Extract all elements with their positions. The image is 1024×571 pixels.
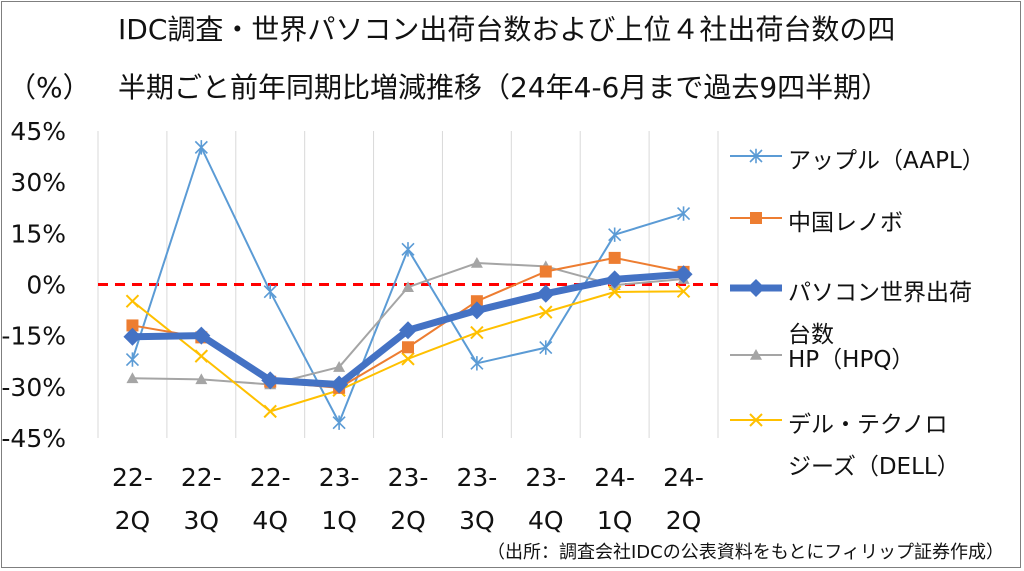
legend-entry-label: デル・テクノロ: [788, 412, 948, 438]
data-point: [605, 270, 624, 289]
data-point: [539, 265, 552, 278]
x-tick-label-line1: 22-: [112, 463, 153, 492]
y-tick-label: 0%: [26, 271, 66, 300]
data-point: [261, 371, 280, 390]
data-point: [607, 285, 622, 299]
y-unit-label: （%）: [8, 71, 91, 104]
data-point: [470, 325, 484, 340]
legend-key-5: [730, 413, 782, 427]
data-point: [399, 321, 417, 340]
data-point: [263, 284, 277, 299]
legend-key-4: [730, 349, 782, 360]
data-point: [608, 227, 622, 242]
legend-key-1: [730, 148, 782, 164]
legend-entry-label: 中国レノボ: [788, 210, 903, 236]
legend-entry-label: 台数: [788, 322, 834, 348]
data-point: [539, 305, 553, 319]
y-tick-label: 15%: [10, 219, 66, 248]
data-point: [676, 206, 691, 221]
data-point: [467, 301, 486, 320]
x-tick-label-line2: 1Q: [597, 506, 633, 535]
x-tick-label-line2: 4Q: [252, 506, 288, 535]
data-point: [470, 295, 483, 308]
y-tick-label: 30%: [10, 168, 66, 197]
data-point: [125, 294, 140, 308]
data-point: [333, 361, 346, 372]
x-tick-label-line1: 22-: [181, 463, 222, 492]
x-tick-label-line2: 4Q: [528, 506, 564, 535]
x-tick-label-line2: 2Q: [390, 506, 426, 535]
data-point: [126, 372, 139, 384]
data-point: [470, 356, 484, 371]
data-point: [402, 281, 414, 293]
legend-swatch-marker: [750, 212, 762, 224]
data-point: [402, 341, 414, 354]
x-tick-label-line1: 23-: [388, 463, 429, 492]
legend-swatch-marker: [747, 279, 765, 297]
data-point: [536, 284, 555, 303]
legend-key-2: [730, 212, 782, 224]
data-point: [608, 251, 621, 264]
legend-entry-label: アップル（AAPL）: [788, 148, 985, 174]
source-note: （出所：調査会社IDCの公表資料をもとにフィリップ証券作成）: [486, 542, 1004, 563]
data-point: [330, 375, 349, 394]
y-tick-label: -30%: [1, 373, 66, 402]
x-tick-label-line2: 2Q: [115, 506, 151, 535]
x-tick-label-line1: 23-: [319, 463, 360, 492]
data-point: [401, 242, 415, 257]
legend-entry-label: ジーズ（DELL）: [788, 454, 960, 480]
series-3: [123, 265, 693, 394]
legend-entry-label: HP（HPQ）: [788, 347, 915, 373]
chart-title-line2: 半期ごと前年同期比増減推移（24年4-6月まで過去9四半期）: [118, 71, 890, 104]
legend-swatch-marker: [749, 148, 763, 164]
legend-swatch-marker: [749, 413, 763, 427]
legend-swatch-marker: [750, 349, 762, 360]
data-point: [674, 265, 693, 284]
y-tick-label: -45%: [1, 424, 66, 453]
y-tick-label: -15%: [1, 322, 66, 351]
data-point: [332, 415, 346, 430]
x-tick-label-line2: 3Q: [459, 506, 495, 535]
data-point: [126, 319, 139, 332]
y-tick-label: 45%: [10, 117, 66, 146]
x-tick-label-line1: 23-: [456, 463, 497, 492]
chart-title-line1: IDC調査・世界パソコン出荷台数および上位４社出荷台数の四: [118, 13, 896, 46]
series-1: [125, 140, 691, 430]
x-tick-label-line1: 23-: [525, 463, 566, 492]
data-point: [195, 373, 208, 385]
x-tick-label-line2: 1Q: [321, 506, 357, 535]
data-point: [125, 352, 140, 367]
x-tick-label-line1: 22-: [250, 463, 291, 492]
x-tick-label-line1: 24-: [594, 463, 635, 492]
data-point: [676, 284, 691, 299]
data-point: [194, 140, 208, 155]
data-point: [470, 257, 483, 268]
x-tick-label-line2: 2Q: [666, 506, 702, 535]
data-point: [123, 327, 142, 346]
x-tick-label-line1: 24-: [663, 463, 704, 492]
data-point: [194, 349, 209, 363]
legend-entry-label: パソコン世界出荷: [788, 280, 972, 306]
data-point: [539, 340, 553, 355]
legend-key-3: [730, 279, 782, 297]
data-point: [263, 404, 277, 419]
x-tick-label-line2: 3Q: [184, 506, 220, 535]
data-point: [192, 326, 211, 345]
data-point: [401, 352, 415, 366]
